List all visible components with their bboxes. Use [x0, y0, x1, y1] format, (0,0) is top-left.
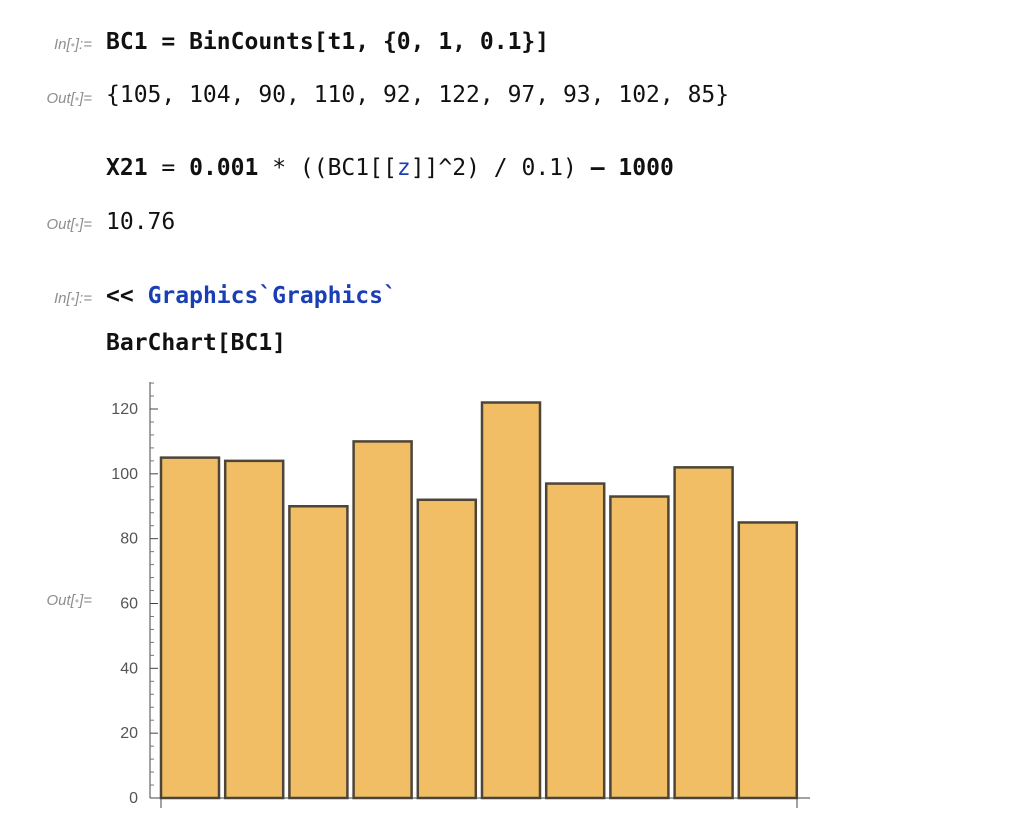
variable-z: z: [396, 155, 411, 181]
bar-10: [737, 521, 799, 800]
package-name: Graphics`Graphics`: [147, 283, 397, 309]
input-code-bincounts[interactable]: BC1 = BinCounts[t1, {0, 1, 0.1}]: [106, 29, 550, 55]
bar-5: [416, 498, 478, 800]
bar-8: [609, 495, 670, 800]
y-tick-label-120: 120: [111, 401, 138, 418]
bar-1: [159, 456, 221, 800]
input-label-1: In[•]:=: [54, 36, 92, 53]
bar-2: [223, 459, 285, 800]
output-label-1: Out[•]=: [46, 90, 93, 107]
input-code-barchart[interactable]: BarChart[BC1]: [106, 330, 287, 356]
bar-chart[interactable]: 0 20 40 60 80 100 120: [95, 375, 825, 820]
bar-6: [480, 401, 542, 800]
output-label-3: Out[•]=: [46, 592, 93, 609]
y-tick-label-100: 100: [111, 466, 138, 483]
y-tick-label-0: 0: [129, 790, 138, 807]
y-tick-label-60: 60: [120, 596, 138, 613]
output-x21-value: 10.76: [106, 209, 176, 235]
output-label-2: Out[•]=: [46, 216, 93, 233]
y-tick-label-80: 80: [120, 531, 138, 548]
bar-4: [352, 440, 413, 800]
bar-3: [288, 505, 349, 800]
y-tick-label-40: 40: [120, 660, 138, 677]
bar-7: [544, 482, 606, 800]
bar-9: [673, 466, 734, 800]
input-code-x21[interactable]: X21 = 0.001 * ((BC1[[z]]^2) / 0.1) – 100…: [106, 155, 674, 181]
input-code-load-package[interactable]: << Graphics`Graphics`: [106, 283, 397, 309]
input-label-3: In[•]:=: [54, 290, 92, 307]
output-bincounts-list: {105, 104, 90, 110, 92, 122, 97, 93, 102…: [106, 82, 730, 108]
y-tick-label-20: 20: [120, 725, 138, 742]
